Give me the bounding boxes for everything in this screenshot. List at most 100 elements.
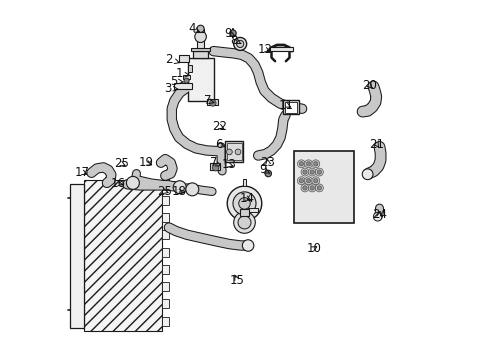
Text: 25: 25 bbox=[157, 185, 172, 198]
Text: 11: 11 bbox=[279, 99, 293, 112]
Bar bbox=[187, 58, 213, 101]
Circle shape bbox=[306, 179, 310, 183]
Circle shape bbox=[302, 186, 306, 190]
Text: 17: 17 bbox=[74, 166, 89, 179]
Circle shape bbox=[227, 186, 261, 221]
Bar bbox=[269, 47, 292, 51]
Circle shape bbox=[304, 177, 312, 185]
Text: 14: 14 bbox=[240, 192, 254, 205]
Circle shape bbox=[311, 177, 319, 185]
Circle shape bbox=[238, 198, 250, 209]
Circle shape bbox=[173, 181, 186, 194]
Circle shape bbox=[317, 186, 321, 190]
Text: 2: 2 bbox=[165, 53, 179, 66]
Circle shape bbox=[304, 160, 312, 168]
Text: 24: 24 bbox=[371, 208, 386, 221]
Text: 18: 18 bbox=[171, 185, 186, 198]
Circle shape bbox=[233, 212, 255, 233]
Bar bbox=[162, 230, 168, 239]
Bar bbox=[70, 184, 84, 328]
Circle shape bbox=[315, 184, 323, 192]
Circle shape bbox=[226, 149, 232, 155]
Text: 13: 13 bbox=[221, 158, 236, 171]
Text: 16: 16 bbox=[110, 177, 125, 190]
Text: 9: 9 bbox=[259, 163, 269, 176]
Bar bbox=[174, 83, 192, 89]
Text: 22: 22 bbox=[212, 120, 227, 133]
Bar bbox=[247, 208, 258, 212]
Circle shape bbox=[315, 168, 323, 176]
Bar bbox=[225, 141, 243, 162]
Text: 25: 25 bbox=[114, 157, 128, 170]
Text: 10: 10 bbox=[305, 242, 321, 255]
Circle shape bbox=[264, 170, 271, 177]
Circle shape bbox=[299, 162, 303, 166]
Circle shape bbox=[307, 168, 316, 176]
Text: 5: 5 bbox=[169, 75, 183, 87]
Circle shape bbox=[229, 30, 236, 36]
Circle shape bbox=[233, 37, 246, 50]
Circle shape bbox=[242, 240, 253, 251]
Circle shape bbox=[185, 183, 199, 196]
Circle shape bbox=[299, 179, 303, 183]
Text: 4: 4 bbox=[188, 22, 199, 35]
Bar bbox=[227, 143, 241, 160]
Circle shape bbox=[311, 160, 319, 168]
Circle shape bbox=[194, 31, 206, 42]
Text: 7: 7 bbox=[210, 156, 220, 169]
Circle shape bbox=[197, 25, 204, 32]
Text: 6: 6 bbox=[214, 138, 225, 151]
Text: 15: 15 bbox=[229, 274, 244, 287]
Circle shape bbox=[235, 149, 241, 155]
Bar bbox=[285, 102, 296, 113]
Bar bbox=[162, 213, 168, 222]
Bar bbox=[83, 180, 162, 331]
Bar bbox=[162, 195, 168, 204]
Bar bbox=[193, 51, 207, 58]
Bar bbox=[162, 317, 168, 326]
Text: 8: 8 bbox=[230, 34, 241, 47]
Circle shape bbox=[183, 78, 189, 83]
Circle shape bbox=[126, 176, 139, 189]
Bar bbox=[162, 178, 168, 187]
Circle shape bbox=[313, 179, 317, 183]
Bar bbox=[283, 100, 298, 114]
Bar bbox=[162, 248, 168, 257]
Circle shape bbox=[317, 170, 321, 174]
Circle shape bbox=[301, 184, 308, 192]
Circle shape bbox=[302, 170, 306, 174]
Circle shape bbox=[232, 192, 256, 215]
Circle shape bbox=[238, 216, 250, 229]
Circle shape bbox=[306, 162, 310, 166]
Bar bbox=[187, 65, 192, 72]
Bar bbox=[197, 29, 204, 32]
Text: 3: 3 bbox=[164, 82, 178, 95]
Text: 12: 12 bbox=[257, 43, 272, 56]
Bar bbox=[210, 163, 220, 170]
Text: 20: 20 bbox=[362, 79, 376, 92]
Bar bbox=[183, 75, 189, 79]
Text: 7: 7 bbox=[203, 94, 214, 107]
Bar bbox=[294, 151, 353, 223]
Circle shape bbox=[297, 177, 305, 185]
Text: 23: 23 bbox=[260, 156, 275, 169]
Circle shape bbox=[212, 165, 219, 171]
Circle shape bbox=[307, 184, 316, 192]
Text: 9: 9 bbox=[224, 27, 235, 40]
Bar bbox=[162, 282, 168, 291]
Circle shape bbox=[309, 170, 314, 174]
Circle shape bbox=[209, 100, 216, 106]
Bar bbox=[162, 265, 168, 274]
Circle shape bbox=[236, 40, 244, 48]
Text: 1: 1 bbox=[175, 67, 189, 80]
Bar bbox=[206, 99, 217, 105]
Bar bbox=[162, 300, 168, 309]
Circle shape bbox=[313, 162, 317, 166]
Bar bbox=[197, 40, 204, 48]
Bar bbox=[179, 55, 189, 62]
Bar bbox=[240, 209, 249, 216]
Bar bbox=[191, 48, 209, 51]
Circle shape bbox=[362, 169, 372, 180]
Text: 19: 19 bbox=[139, 156, 154, 169]
Text: 21: 21 bbox=[369, 138, 384, 151]
